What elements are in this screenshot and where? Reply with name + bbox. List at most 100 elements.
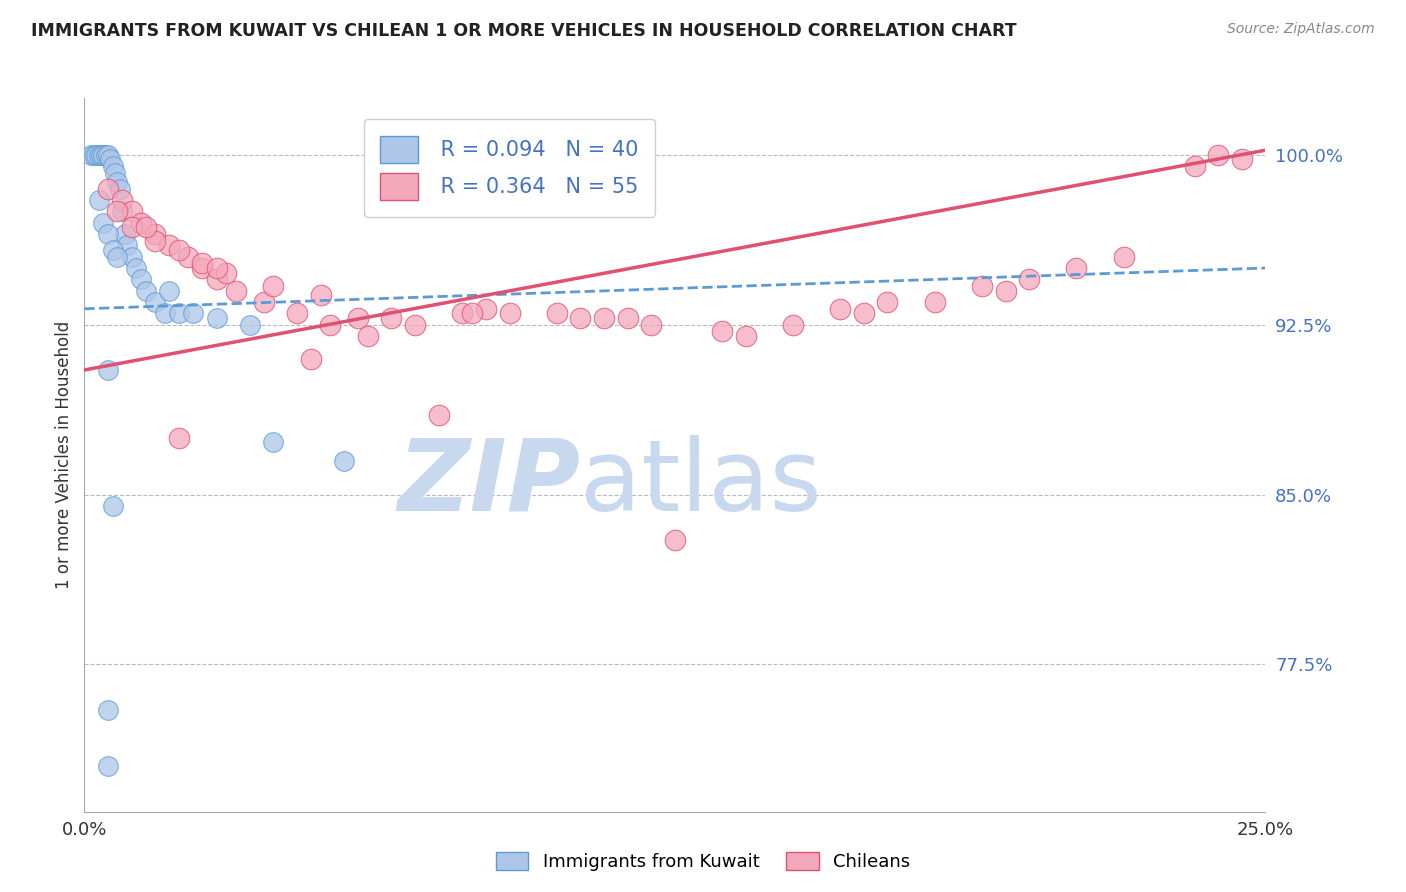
Point (616, 310, 638, 325)
Point (167, 431, 190, 445)
Point (143, 295, 166, 310)
Legend: Immigrants from Kuwait, Chileans: Immigrants from Kuwait, Chileans (488, 845, 918, 879)
Point (91, 147, 114, 161)
Point (734, 329, 756, 343)
Point (357, 329, 380, 343)
Text: Source: ZipAtlas.com: Source: ZipAtlas.com (1227, 22, 1375, 37)
Point (664, 533, 686, 547)
Point (80, 147, 103, 161)
Point (830, 301, 852, 316)
Point (285, 306, 308, 320)
Point (121, 250, 143, 264)
Point (205, 310, 228, 325)
Point (84, 147, 107, 161)
Text: IMMIGRANTS FROM KUWAIT VS CHILEAN 1 OR MORE VEHICLES IN HOUSEHOLD CORRELATION CH: IMMIGRANTS FROM KUWAIT VS CHILEAN 1 OR M… (31, 22, 1017, 40)
Point (1066, 260, 1088, 275)
Point (121, 204, 143, 219)
Point (97, 759, 120, 773)
Legend:  R = 0.094   N = 40,  R = 0.364   N = 55: R = 0.094 N = 40, R = 0.364 N = 55 (364, 120, 655, 217)
Point (191, 256, 214, 270)
Point (97, 182, 120, 196)
Point (101, 816, 124, 830)
Point (319, 318, 342, 332)
Point (205, 260, 228, 275)
Point (546, 306, 568, 320)
Point (191, 260, 214, 275)
Point (101, 159, 124, 173)
Point (461, 306, 484, 320)
Point (309, 288, 332, 302)
Point (1230, 153, 1253, 167)
Point (380, 310, 402, 325)
Point (111, 204, 134, 219)
Point (157, 284, 180, 298)
Point (333, 453, 356, 467)
Point (97, 363, 120, 377)
Point (876, 295, 898, 310)
Point (177, 250, 200, 264)
Point (262, 279, 284, 293)
Point (205, 272, 228, 286)
Point (125, 260, 148, 275)
Point (640, 318, 662, 332)
Point (167, 306, 190, 320)
Point (114, 227, 136, 241)
Point (153, 306, 176, 320)
Point (1184, 159, 1206, 173)
Point (782, 318, 804, 332)
Point (98, 861, 121, 875)
Point (107, 250, 129, 264)
Point (994, 284, 1017, 298)
Point (107, 204, 129, 219)
Point (181, 306, 204, 320)
Point (970, 279, 993, 293)
Y-axis label: 1 or more Vehicles in Household: 1 or more Vehicles in Household (55, 321, 73, 589)
Point (97, 703, 120, 717)
Point (94, 147, 117, 161)
Point (262, 435, 284, 450)
Point (97, 227, 120, 241)
Point (87, 147, 110, 161)
Text: ZIP: ZIP (398, 435, 581, 532)
Point (115, 238, 138, 252)
Point (225, 284, 247, 298)
Point (143, 234, 166, 248)
Point (711, 325, 734, 339)
Point (167, 243, 190, 257)
Point (215, 266, 238, 280)
Point (135, 284, 157, 298)
Point (451, 306, 474, 320)
Point (97, 147, 120, 161)
Point (253, 295, 276, 310)
Point (83, 147, 105, 161)
Point (107, 175, 129, 189)
Point (498, 306, 520, 320)
Point (98, 153, 121, 167)
Point (593, 310, 616, 325)
Text: atlas: atlas (581, 435, 823, 532)
Point (475, 301, 498, 316)
Point (239, 318, 262, 332)
Point (129, 272, 152, 286)
Point (569, 310, 592, 325)
Point (91, 216, 114, 230)
Point (1206, 147, 1229, 161)
Point (87, 193, 110, 207)
Point (101, 499, 124, 513)
Point (143, 227, 166, 241)
Point (135, 220, 157, 235)
Point (1018, 272, 1040, 286)
Point (852, 306, 875, 320)
Point (347, 310, 370, 325)
Point (111, 193, 134, 207)
Point (101, 243, 124, 257)
Point (104, 166, 127, 180)
Point (427, 409, 450, 423)
Point (121, 220, 143, 235)
Point (108, 182, 131, 196)
Point (90, 147, 112, 161)
Point (404, 318, 426, 332)
Point (299, 351, 322, 366)
Point (129, 216, 152, 230)
Point (924, 295, 946, 310)
